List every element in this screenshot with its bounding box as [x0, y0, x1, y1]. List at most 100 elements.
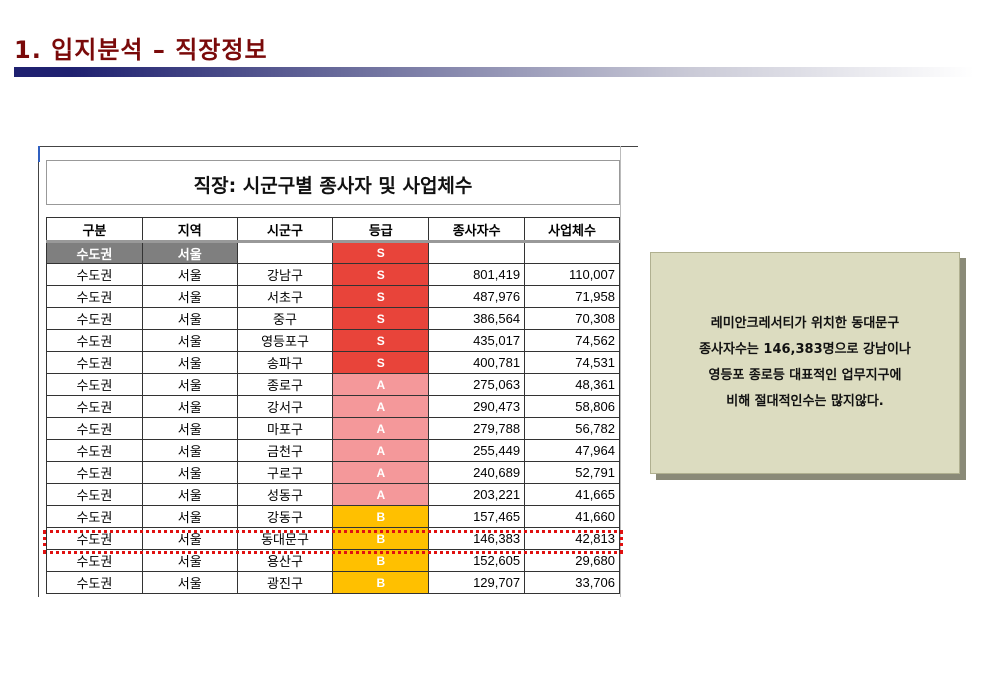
cell-group: 수도권 [46, 263, 143, 286]
cell-district: 중구 [236, 307, 334, 330]
cell-workers: 290,473 [428, 395, 526, 418]
cell-region: 서울 [141, 307, 238, 330]
cell-district: 강동구 [236, 505, 334, 528]
cell-workers: 279,788 [428, 417, 526, 440]
cell-group: 수도권 [46, 505, 143, 528]
cell-workers: 386,564 [428, 307, 526, 330]
table-row: 수도권 서울 금천구 A 255,449 47,964 [46, 439, 620, 462]
cell-grade: B [332, 549, 430, 572]
cell-grade: A [332, 483, 430, 506]
subheader-region: 서울 [141, 241, 238, 264]
table-row: 수도권 서울 마포구 A 279,788 56,782 [46, 417, 620, 440]
cell-grade: A [332, 417, 430, 440]
cell-region: 서울 [141, 571, 238, 594]
cell-workers: 203,221 [428, 483, 526, 506]
table-row: 수도권 서울 용산구 B 152,605 29,680 [46, 549, 620, 572]
cell-group: 수도권 [46, 549, 143, 572]
cell-businesses: 41,665 [524, 483, 620, 506]
cell-workers: 129,707 [428, 571, 526, 594]
cell-district: 마포구 [236, 417, 334, 440]
table-row: 수도권 서울 송파구 S 400,781 74,531 [46, 351, 620, 374]
cell-workers: 240,689 [428, 461, 526, 484]
cell-group: 수도권 [46, 373, 143, 396]
cell-district: 서초구 [236, 285, 334, 308]
cell-region: 서울 [141, 439, 238, 462]
cell-group: 수도권 [46, 285, 143, 308]
note-text: 레미안크레서티가 위치한 동대문구 종사자수는 146,383명으로 강남이나 … [699, 311, 911, 415]
cell-businesses: 42,813 [524, 527, 620, 550]
cell-businesses: 33,706 [524, 571, 620, 594]
cell-grade: B [332, 505, 430, 528]
cell-region: 서울 [141, 549, 238, 572]
table-row: 수도권 서울 서초구 S 487,976 71,958 [46, 285, 620, 308]
cell-grade: S [332, 285, 430, 308]
cell-businesses: 48,361 [524, 373, 620, 396]
cell-grade: B [332, 571, 430, 594]
header-businesses: 사업체수 [524, 217, 620, 242]
cell-businesses: 52,791 [524, 461, 620, 484]
cell-district: 동대문구 [236, 527, 334, 550]
cell-businesses: 58,806 [524, 395, 620, 418]
cell-region: 서울 [141, 351, 238, 374]
cell-grade: A [332, 373, 430, 396]
cell-grade: A [332, 461, 430, 484]
title-underline-bar [14, 67, 974, 77]
note-box: 레미안크레서티가 위치한 동대문구 종사자수는 146,383명으로 강남이나 … [650, 252, 960, 474]
table-row: 수도권 서울 중구 S 386,564 70,308 [46, 307, 620, 330]
cell-businesses: 56,782 [524, 417, 620, 440]
cell-grade: A [332, 395, 430, 418]
cell-district: 송파구 [236, 351, 334, 374]
table-row: 수도권 서울 동대문구 B 146,383 42,813 [46, 527, 620, 550]
cell-grade: A [332, 439, 430, 462]
cell-region: 서울 [141, 527, 238, 550]
subheader-row: 수도권 서울 S [46, 241, 620, 264]
table-row: 수도권 서울 성동구 A 203,221 41,665 [46, 483, 620, 506]
district-table: 구분 지역 시군구 등급 종사자수 사업체수 수도권 서울 S 수도권 서울 강남구… [46, 217, 620, 594]
subheader-businesses [524, 241, 620, 264]
header-district: 시군구 [236, 217, 334, 242]
header-grade: 등급 [332, 217, 430, 242]
cell-group: 수도권 [46, 351, 143, 374]
cell-grade: S [332, 351, 430, 374]
cell-group: 수도권 [46, 483, 143, 506]
cell-region: 서울 [141, 505, 238, 528]
table-row: 수도권 서울 강서구 A 290,473 58,806 [46, 395, 620, 418]
cell-businesses: 110,007 [524, 263, 620, 286]
cell-group: 수도권 [46, 307, 143, 330]
cell-region: 서울 [141, 263, 238, 286]
subheader-workers [428, 241, 526, 264]
cell-businesses: 74,562 [524, 329, 620, 352]
cell-businesses: 71,958 [524, 285, 620, 308]
cell-grade: S [332, 329, 430, 352]
cell-district: 금천구 [236, 439, 334, 462]
cell-workers: 157,465 [428, 505, 526, 528]
sheet-title: 직장: 시군구별 종사자 및 사업체수 [193, 175, 473, 197]
table-row: 수도권 서울 강동구 B 157,465 41,660 [46, 505, 620, 528]
cell-group: 수도권 [46, 417, 143, 440]
cell-group: 수도권 [46, 461, 143, 484]
cell-grade: S [332, 263, 430, 286]
cell-workers: 435,017 [428, 329, 526, 352]
cell-district: 영등포구 [236, 329, 334, 352]
page-title: 1. 입지분석 – 직장정보 [14, 36, 268, 64]
cell-group: 수도권 [46, 571, 143, 594]
cell-businesses: 29,680 [524, 549, 620, 572]
cell-region: 서울 [141, 285, 238, 308]
table-row: 수도권 서울 구로구 A 240,689 52,791 [46, 461, 620, 484]
cell-businesses: 47,964 [524, 439, 620, 462]
cell-group: 수도권 [46, 329, 143, 352]
subheader-district [236, 241, 334, 264]
cell-workers: 146,383 [428, 527, 526, 550]
cell-district: 강남구 [236, 263, 334, 286]
cell-region: 서울 [141, 461, 238, 484]
cell-grade: S [332, 307, 430, 330]
subheader-grade: S [332, 241, 430, 264]
spreadsheet-edge [620, 146, 638, 597]
header-workers: 종사자수 [428, 217, 526, 242]
cell-businesses: 70,308 [524, 307, 620, 330]
cell-region: 서울 [141, 395, 238, 418]
header-region: 지역 [141, 217, 238, 242]
cell-district: 종로구 [236, 373, 334, 396]
cell-district: 구로구 [236, 461, 334, 484]
note-line: 영등포 종로등 대표적인 업무지구에 [708, 368, 902, 383]
